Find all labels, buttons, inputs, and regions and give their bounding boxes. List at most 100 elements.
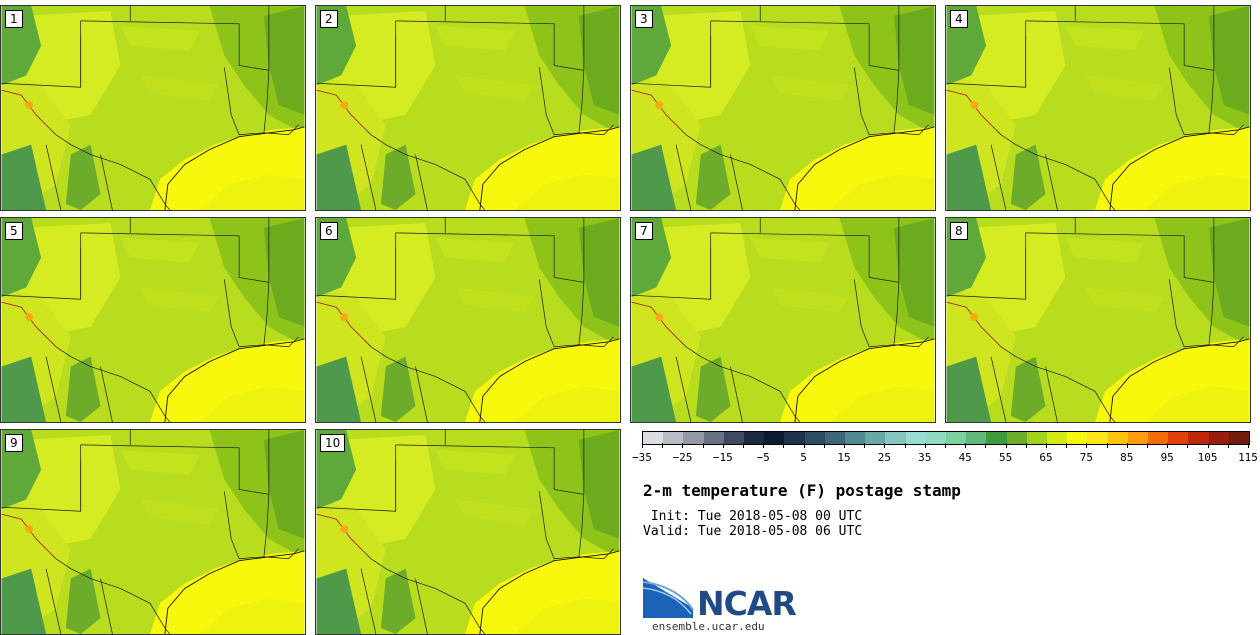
colorbar-swatch [1026, 432, 1048, 444]
colorbar-tick-label: 35 [918, 451, 932, 464]
temperature-map [316, 218, 620, 422]
temperature-map [1, 6, 305, 210]
colorbar-swatch [1006, 432, 1027, 444]
temperature-map [631, 6, 935, 210]
colorbar-swatch [1228, 432, 1250, 444]
colorbar-tick [844, 443, 845, 448]
colorbar-tick [1086, 443, 1088, 448]
colorbar-swatch [764, 432, 785, 444]
colorbar-swatch [1127, 432, 1149, 444]
colorbar-swatch [804, 432, 825, 444]
colorbar-tick-label: 55 [998, 451, 1013, 464]
colorbar-tick [743, 443, 744, 448]
temperature-map [316, 430, 620, 634]
colorbar-tick [1126, 443, 1128, 448]
colorbar-tick [682, 443, 684, 448]
map-panel[interactable]: 2 [315, 5, 621, 211]
colorbar-tick [702, 443, 704, 448]
colorbar-tick-label: 75 [1079, 451, 1094, 464]
colorbar-tick [1248, 443, 1249, 448]
panel-number: 4 [950, 10, 968, 28]
colorbar-tick [864, 443, 866, 448]
colorbar-tick [1147, 443, 1148, 448]
panel-number: 3 [635, 10, 653, 28]
colorbar-swatch [905, 432, 926, 444]
colorbar-tick-label: 65 [1039, 451, 1053, 464]
colorbar-tick-label: −25 [672, 451, 693, 464]
logo-url[interactable]: ensemble.ucar.edu [652, 620, 765, 633]
colorbar-tick-label: −5 [756, 451, 770, 464]
temperature-map [631, 218, 935, 422]
ncar-logo-icon[interactable] [643, 578, 793, 622]
colorbar-tick-label: −15 [712, 451, 733, 464]
panel-number: 7 [635, 222, 653, 240]
colorbar-swatch [643, 432, 664, 444]
colorbar-swatch [723, 432, 745, 444]
colorbar-swatch [1148, 432, 1169, 444]
colorbar-swatch [683, 432, 704, 444]
colorbar-swatch [703, 432, 724, 444]
colorbar-tick [763, 443, 765, 448]
colorbar-tick-label: −35 [632, 451, 652, 464]
colorbar-tick [924, 443, 926, 448]
colorbar-swatch [946, 432, 967, 444]
colorbar-tick [1187, 443, 1189, 448]
temperature-map [1, 430, 305, 634]
colorbar-swatch [865, 432, 886, 444]
colorbar-tick [1207, 443, 1209, 448]
colorbar-swatch [663, 432, 684, 444]
map-panel[interactable]: 6 [315, 217, 621, 423]
colorbar-tick-label: 115 [1238, 451, 1258, 464]
map-panel[interactable]: 7 [630, 217, 936, 423]
colorbar-tick [662, 443, 664, 448]
colorbar-swatch [1107, 432, 1128, 444]
colorbar-tick [1046, 443, 1047, 448]
panel-number: 2 [320, 10, 338, 28]
colorbar-tick [945, 443, 946, 448]
colorbar-ticks: −35 −25 −15 −5 5 15 25 35 45 55 65 75 85 95 105 115 [632, 443, 1258, 465]
colorbar-tick [884, 443, 886, 448]
colorbar-tick [985, 443, 987, 448]
colorbar-tick [1066, 443, 1068, 448]
map-panel[interactable]: 3 [630, 5, 936, 211]
colorbar-tick [1167, 443, 1169, 448]
colorbar-swatch [784, 432, 805, 444]
colorbar-swatch [1188, 432, 1209, 444]
panel-number: 5 [5, 222, 23, 240]
colorbar-tick [1227, 443, 1229, 448]
colorbar-tick [803, 443, 805, 448]
colorbar-tick-label: 15 [837, 451, 851, 464]
page-title: 2-m temperature (F) postage stamp [643, 481, 961, 500]
panel-number: 8 [950, 222, 968, 240]
colorbar-swatch [1208, 432, 1229, 444]
temperature-map [946, 218, 1250, 422]
colorbar-swatch [744, 432, 765, 444]
temperature-colorbar [642, 431, 1250, 445]
temperature-map [1, 218, 305, 422]
valid-time: Valid: Tue 2018-05-08 06 UTC [643, 524, 863, 539]
colorbar-tick-label: 45 [958, 451, 972, 464]
map-panel[interactable]: 9 [0, 429, 306, 635]
colorbar-swatch [885, 432, 906, 444]
colorbar-tick [783, 443, 785, 448]
colorbar-tick [722, 443, 724, 448]
map-panel[interactable]: 1 [0, 5, 306, 211]
colorbar-swatch [986, 432, 1007, 444]
panel-number: 10 [320, 434, 346, 452]
colorbar-tick-label: 95 [1160, 451, 1174, 464]
colorbar-tick [1025, 443, 1027, 448]
colorbar-tick-label: 25 [877, 451, 892, 464]
colorbar-tick [904, 443, 906, 448]
map-panel[interactable]: 10 [315, 429, 621, 635]
colorbar-tick-label: 5 [800, 451, 807, 464]
colorbar-tick [1005, 443, 1007, 448]
map-panel[interactable]: 8 [945, 217, 1251, 423]
colorbar-tick-label: 85 [1120, 451, 1134, 464]
colorbar-tick [823, 443, 825, 448]
colorbar-swatch [1168, 432, 1189, 444]
map-panel[interactable]: 5 [0, 217, 306, 423]
map-panel[interactable]: 4 [945, 5, 1251, 211]
panel-number: 1 [5, 10, 23, 28]
colorbar-tick [965, 443, 967, 448]
temperature-map [316, 6, 620, 210]
